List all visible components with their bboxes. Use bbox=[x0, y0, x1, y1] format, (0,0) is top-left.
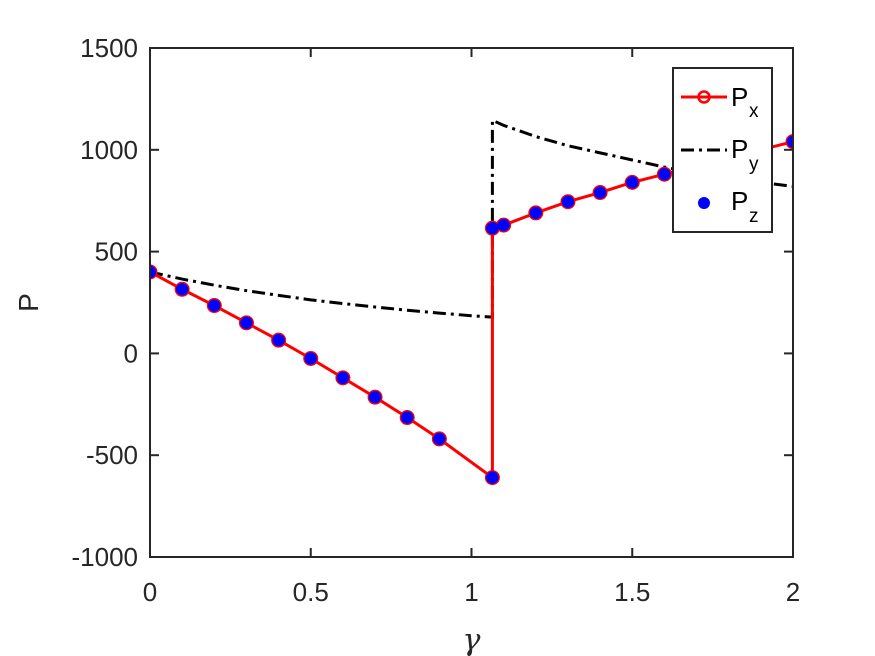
series-pz-point bbox=[401, 411, 414, 424]
series-px-marker bbox=[431, 431, 447, 447]
y-tick-label: -1000 bbox=[72, 542, 139, 572]
series-pz-point bbox=[529, 206, 542, 220]
series-px-marker bbox=[592, 185, 608, 201]
x-tick-label: 1 bbox=[464, 577, 478, 607]
series-pz-point bbox=[208, 299, 221, 312]
x-tick-label: 0 bbox=[143, 577, 157, 607]
series-px-marker bbox=[399, 410, 415, 426]
series-px-marker bbox=[271, 332, 287, 348]
legend-px-label: P bbox=[731, 82, 748, 112]
series-pz-point bbox=[368, 390, 382, 404]
legend-px-subscript: x bbox=[749, 101, 759, 122]
series-pz-point bbox=[486, 221, 499, 235]
series-pz-point bbox=[593, 186, 607, 199]
series-pz-point bbox=[433, 432, 446, 446]
y-tick-label: 500 bbox=[95, 237, 138, 267]
series-pz-point bbox=[786, 135, 793, 148]
series-px-marker bbox=[656, 166, 672, 182]
legend-pz-label: P bbox=[731, 186, 748, 216]
series-pz-point bbox=[626, 176, 639, 189]
x-tick-label: 1.5 bbox=[614, 577, 650, 607]
x-tick-label: 0.5 bbox=[293, 577, 329, 607]
x-axis-label: γ bbox=[463, 623, 481, 656]
legend-pz-subscript: z bbox=[749, 206, 759, 227]
series-pz-point bbox=[304, 352, 317, 365]
series-pz-point bbox=[561, 195, 575, 208]
y-axis-label: P bbox=[13, 293, 44, 312]
series-px-marker bbox=[238, 315, 254, 331]
y-tick-label: 1500 bbox=[80, 33, 138, 63]
series-px-marker bbox=[624, 174, 640, 190]
series-px-marker bbox=[335, 370, 351, 386]
series-px-marker bbox=[150, 264, 158, 280]
y-tick-label: 1000 bbox=[80, 135, 138, 165]
y-tick-label: 0 bbox=[124, 338, 138, 368]
series-px-marker bbox=[528, 205, 544, 221]
legend-py-subscript: y bbox=[749, 154, 759, 175]
series-pz-point bbox=[240, 316, 253, 330]
series-pz-point bbox=[497, 218, 510, 232]
x-tick-label: 2 bbox=[786, 577, 800, 607]
legend: P x P y P z bbox=[672, 67, 773, 233]
series-pz-point bbox=[658, 168, 671, 181]
series-px-marker bbox=[174, 281, 190, 297]
series-px-marker bbox=[560, 194, 576, 210]
legend-pz-marker bbox=[698, 197, 710, 209]
series-px-marker bbox=[785, 134, 793, 150]
series-px-marker bbox=[206, 298, 222, 314]
series-px-marker bbox=[367, 389, 383, 405]
series-pz-point bbox=[150, 265, 157, 279]
plot-frame bbox=[149, 47, 794, 558]
series-px-marker bbox=[303, 350, 319, 366]
tick-labels: 0 0.5 1 1.5 2 -1000 -500 0 500 1000 1500 bbox=[72, 33, 801, 607]
series-pz-point bbox=[175, 283, 189, 296]
legend-py-label: P bbox=[731, 134, 748, 164]
series-pz-point bbox=[486, 471, 499, 484]
series-px-marker bbox=[484, 470, 500, 486]
y-tick-label: -500 bbox=[86, 440, 138, 470]
series-pz-point bbox=[272, 333, 285, 347]
series-pz-point bbox=[336, 371, 350, 385]
legend-px-marker bbox=[697, 90, 711, 104]
